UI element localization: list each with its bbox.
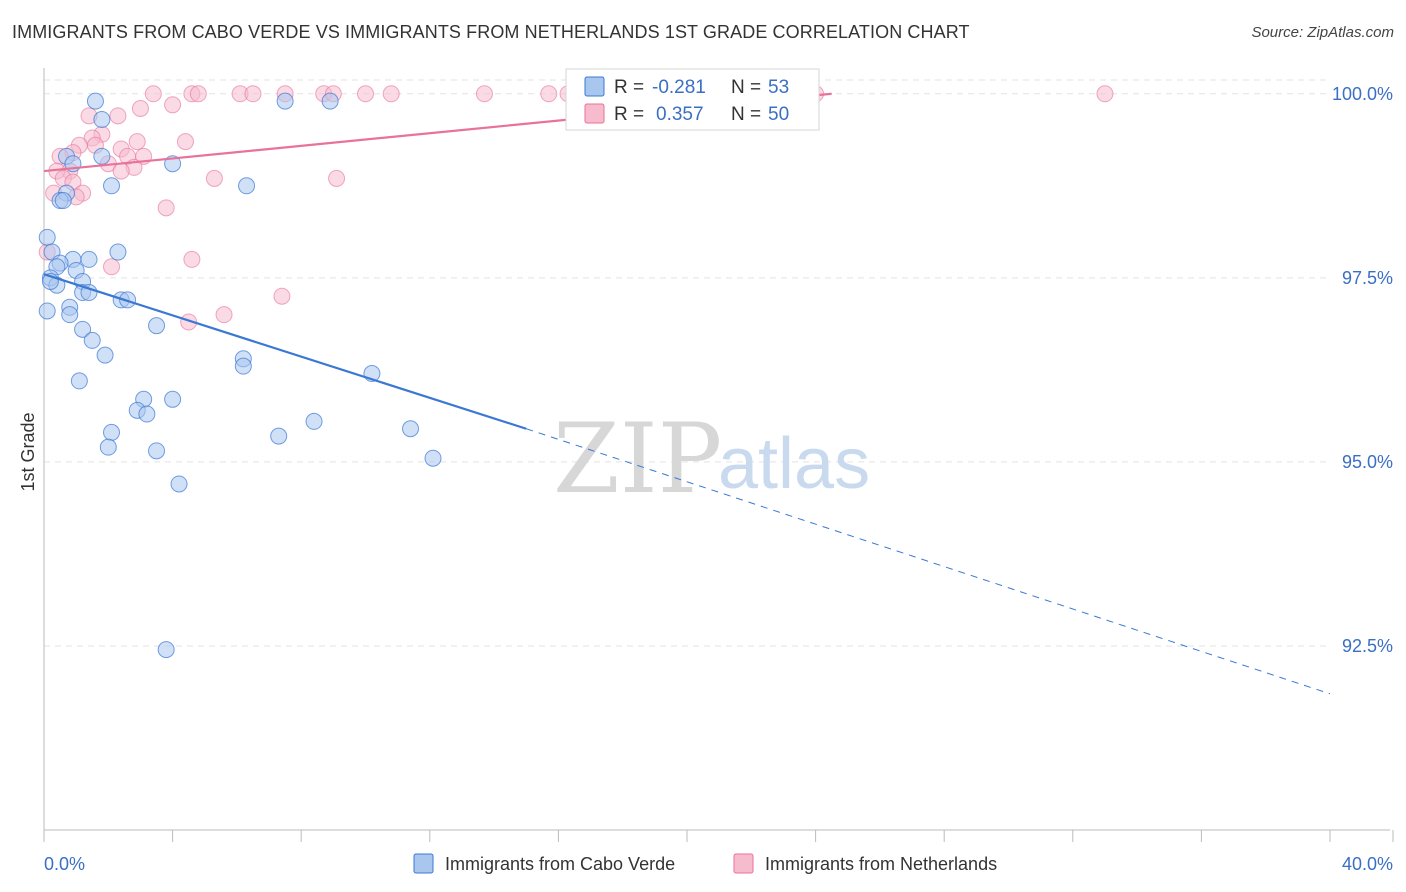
x-tick-labels: 0.0% 40.0% <box>44 854 1393 874</box>
netherlands-point-44 <box>183 250 201 268</box>
netherlands-point-8 <box>357 85 374 103</box>
netherlands-point-16 <box>164 96 182 114</box>
cabo-verde-point-46 <box>270 427 288 445</box>
cabo-verde-point-31 <box>148 317 166 335</box>
netherlands-point-42 <box>157 199 175 217</box>
netherlands-point-2 <box>189 85 207 103</box>
y-tick-label-1: 95.0% <box>1342 452 1393 472</box>
stats-n-label-1: N = <box>731 77 761 98</box>
stats-swatch-blue <box>584 76 605 97</box>
stats-box-frame <box>565 68 820 131</box>
cabo-verde-point-34 <box>96 346 114 364</box>
netherlands-point-46 <box>273 287 291 305</box>
cabo-verde-point-48 <box>148 442 166 460</box>
netherlands-point-15 <box>1096 85 1114 103</box>
cabo-verde-trendline <box>43 273 527 430</box>
netherlands-point-38 <box>328 169 346 187</box>
netherlands-point-10 <box>475 85 493 103</box>
netherlands-point-17 <box>131 99 149 117</box>
cabo-verde-point-3 <box>93 111 111 129</box>
watermark-zip: ZIP <box>553 403 722 515</box>
legend-swatch-cabo-verde <box>413 853 434 874</box>
netherlands-point-11 <box>540 85 558 103</box>
stats-n-label-2: N = <box>731 104 761 125</box>
chart-title: IMMIGRANTS FROM CABO VERDE VS IMMIGRANTS… <box>12 22 970 42</box>
netherlands-point-37 <box>205 169 223 187</box>
stats-n-value-2: 50 <box>768 104 789 125</box>
y-axis-label: 1st Grade <box>18 412 38 491</box>
cabo-verde-point-29 <box>38 302 56 320</box>
legend-swatch-netherlands <box>733 853 754 874</box>
stats-r-label-2: R = <box>614 104 644 125</box>
cabo-verde-point-51 <box>157 641 175 659</box>
y-tick-label-2: 97.5% <box>1342 268 1393 288</box>
cabo-verde-trendline-extension <box>526 428 1331 695</box>
stats-r-value-2: 0.357 <box>656 104 704 125</box>
stats-box: R = -0.281 N = 53 R = 0.357 N = 50 <box>565 68 820 131</box>
trendlines <box>43 92 1331 695</box>
x-tick-label-0: 0.0% <box>44 854 85 874</box>
legend-label-netherlands: Immigrants from Netherlands <box>765 854 997 874</box>
watermark-atlas: atlas <box>718 424 870 504</box>
cabo-verde-point-44 <box>402 420 420 438</box>
cabo-verde-point-30 <box>61 306 79 324</box>
cabo-verde-point-42 <box>138 405 156 423</box>
cabo-verde-point-12 <box>54 192 72 210</box>
cabo-verde-point-50 <box>170 475 188 493</box>
cabo-verde-point-25 <box>80 284 98 302</box>
cabo-verde-point-1 <box>276 92 294 110</box>
cabo-verde-point-45 <box>103 423 121 441</box>
source-credit: Source: ZipAtlas.com <box>1251 24 1394 41</box>
y-tick-label-3: 100.0% <box>1332 84 1393 104</box>
cabo-verde-point-33 <box>83 331 101 349</box>
cabo-verde-point-17 <box>80 250 98 268</box>
y-tick-labels: 92.5% 95.0% 97.5% 100.0% <box>1332 84 1393 656</box>
stats-r-label-1: R = <box>614 77 644 98</box>
cabo-verde-point-40 <box>164 390 182 408</box>
netherlands-point-45 <box>103 258 121 276</box>
cabo-verde-point-15 <box>109 243 127 261</box>
netherlands-point-19 <box>109 107 127 125</box>
cabo-verde-point-2 <box>321 92 339 110</box>
cabo-verde-points <box>38 92 442 659</box>
y-tick-label-0: 92.5% <box>1342 636 1393 656</box>
cabo-verde-point-47 <box>99 438 117 456</box>
cabo-verde-point-32 <box>74 320 92 338</box>
netherlands-point-47 <box>215 306 233 324</box>
cabo-verde-point-36 <box>234 357 252 375</box>
netherlands-point-35 <box>112 162 130 180</box>
cabo-verde-point-0 <box>86 92 104 110</box>
cabo-verde-point-9 <box>103 177 121 195</box>
netherlands-point-9 <box>382 85 400 103</box>
x-tick-label-1: 40.0% <box>1342 854 1393 874</box>
legend-label-cabo-verde: Immigrants from Cabo Verde <box>445 854 675 874</box>
cabo-verde-point-43 <box>305 412 323 430</box>
cabo-verde-point-13 <box>38 228 56 246</box>
stats-n-value-1: 53 <box>768 77 789 98</box>
stats-swatch-pink <box>584 103 605 124</box>
cabo-verde-point-49 <box>424 449 442 467</box>
axes <box>43 68 1394 842</box>
netherlands-point-22 <box>128 133 146 151</box>
watermark: ZIP atlas <box>553 403 870 515</box>
stats-r-value-1: -0.281 <box>652 77 706 98</box>
cabo-verde-point-8 <box>238 177 256 195</box>
netherlands-point-23 <box>176 133 194 151</box>
cabo-verde-point-38 <box>70 372 88 390</box>
legend: Immigrants from Cabo Verde Immigrants fr… <box>413 853 997 874</box>
netherlands-point-0 <box>144 85 162 103</box>
netherlands-point-4 <box>244 85 262 103</box>
cabo-verde-point-4 <box>93 147 111 165</box>
